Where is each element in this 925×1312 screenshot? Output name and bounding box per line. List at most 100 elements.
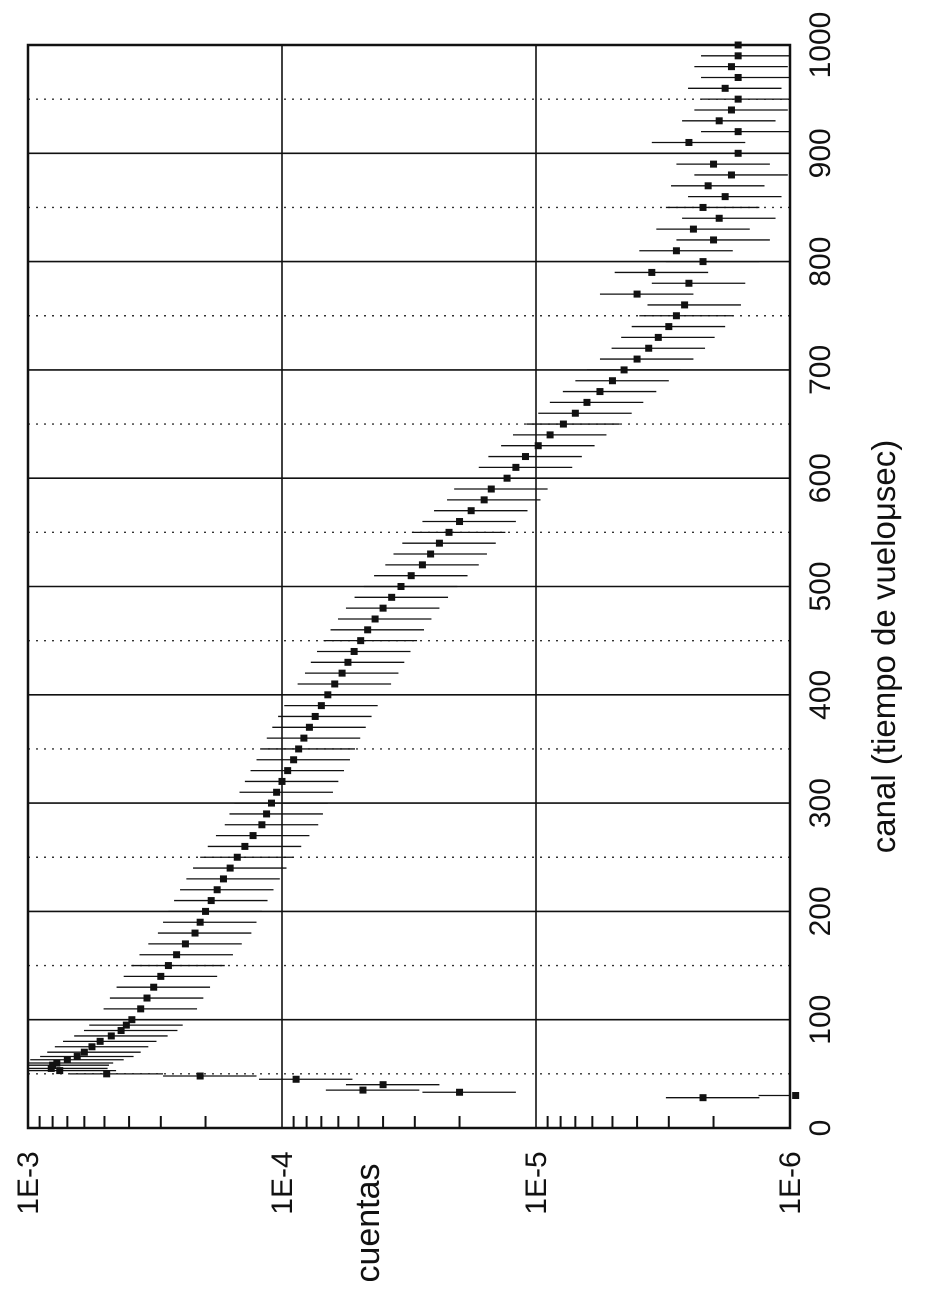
data-point [284, 767, 292, 775]
data-point [379, 604, 387, 612]
x-tick-label: 500 [804, 561, 837, 611]
data-point [338, 669, 346, 677]
data-point [49, 1061, 57, 1069]
data-point [665, 323, 673, 331]
data-point [122, 1021, 130, 1029]
data-point [73, 1053, 81, 1061]
data-point [128, 1016, 136, 1024]
data-point [191, 929, 199, 937]
data-point [727, 63, 735, 71]
data-point [727, 171, 735, 179]
data-point [467, 507, 475, 515]
data-point [213, 886, 221, 894]
data-point [734, 128, 742, 136]
x-tick-label: 900 [804, 128, 837, 178]
data-point [88, 1043, 96, 1051]
data-point [620, 366, 628, 374]
x-tick-label: 600 [804, 453, 837, 503]
data-point [157, 972, 165, 980]
data-point [721, 193, 729, 201]
data-point [196, 918, 204, 926]
x-axis-label: canal (tiempo de vueloμsec) [865, 440, 902, 853]
data-point [704, 182, 712, 190]
data-point [645, 344, 653, 352]
data-point [311, 712, 319, 720]
data-point [350, 647, 358, 655]
data-point [117, 1027, 125, 1035]
data-point [137, 1005, 145, 1013]
x-tick-label: 0 [804, 1120, 837, 1137]
data-point [317, 702, 325, 710]
data-point [267, 799, 275, 807]
data-point [371, 615, 379, 623]
data-point [435, 539, 443, 547]
data-point [487, 485, 495, 493]
x-tick-label: 700 [804, 345, 837, 395]
data-point [233, 853, 241, 861]
data-point [689, 225, 697, 233]
x-tick-label: 300 [804, 778, 837, 828]
data-point [672, 312, 680, 320]
data-point [63, 1056, 71, 1064]
data-point [734, 73, 742, 81]
data-point [559, 420, 567, 428]
data-point [596, 388, 604, 396]
x-tick-label: 1000 [804, 12, 837, 79]
data-point [699, 1094, 707, 1102]
x-tick-label: 100 [804, 995, 837, 1045]
data-point [241, 842, 249, 850]
data-point [295, 745, 303, 753]
data-point [331, 680, 339, 688]
data-point [300, 734, 308, 742]
data-point [173, 951, 181, 959]
data-point [324, 691, 332, 699]
data-point [249, 832, 257, 840]
x-tick-label: 800 [804, 237, 837, 287]
data-point [181, 940, 189, 948]
data-point [107, 1032, 115, 1040]
y-axis-label: cuentas [349, 1163, 387, 1282]
data-point [258, 821, 266, 829]
data-point [357, 637, 365, 645]
data-point [734, 52, 742, 60]
data-point [207, 897, 215, 905]
data-point [648, 268, 656, 276]
data-point [226, 864, 234, 872]
data-point [344, 658, 352, 666]
data-point [445, 528, 453, 536]
data-point [202, 907, 210, 915]
data-point [699, 203, 707, 211]
x-tick-label: 400 [804, 670, 837, 720]
y-tick-label: 1E-6 [774, 1151, 807, 1214]
data-point [397, 583, 405, 590]
y-tick-label: 1E-3 [12, 1151, 45, 1214]
data-point [512, 463, 520, 471]
data-point [715, 214, 723, 222]
data-point [364, 626, 372, 634]
data-point [418, 561, 426, 569]
data-point [480, 496, 488, 504]
data-point [143, 994, 151, 1002]
data-point [583, 398, 591, 406]
data-point [727, 106, 735, 114]
data-point [503, 474, 511, 482]
data-point [681, 301, 689, 309]
data-point [633, 355, 641, 363]
data-point [608, 377, 616, 385]
data-point [263, 810, 271, 818]
data-point [715, 117, 723, 125]
data-point [633, 290, 641, 298]
data-point [672, 247, 680, 255]
data-point [792, 1092, 800, 1100]
data-point [292, 1075, 300, 1083]
plot-frame [26, 43, 792, 1130]
data-point [699, 258, 707, 266]
data-point [407, 572, 415, 580]
data-point [685, 138, 693, 146]
data-point [534, 442, 542, 450]
data-point [290, 756, 298, 764]
data-point [710, 160, 718, 168]
